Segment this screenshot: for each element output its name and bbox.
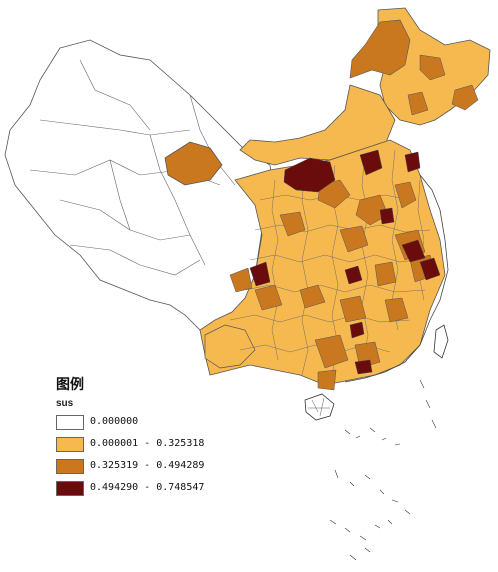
hainan-island: [304, 393, 335, 421]
legend-field-name: sus: [56, 398, 74, 409]
central-east-region: [199, 139, 446, 386]
legend-row: 0.000001 - 0.325318: [56, 437, 276, 459]
legend-label: 0.494290 - 0.748547: [90, 482, 205, 493]
legend-row: 0.494290 - 0.748547: [56, 481, 276, 503]
south-sea-islands: [329, 379, 437, 561]
legend-title: 图例: [56, 376, 84, 392]
legend-row: 0.000000: [56, 415, 276, 437]
legend-swatch: [56, 415, 84, 430]
high-class-patches: [249, 149, 441, 375]
northeast-patches: [407, 54, 479, 116]
legend-swatch: [56, 437, 84, 452]
legend-swatch: [56, 481, 84, 496]
map-legend: 图例 sus 0.000000 0.000001 - 0.325318 0.32…: [56, 376, 276, 503]
inner-mongolia-region: [239, 84, 396, 166]
legend-swatch: [56, 459, 84, 474]
hainan-boundaries: [308, 397, 330, 417]
qinghai-patch: [164, 141, 223, 186]
legend-row: 0.325319 - 0.494289: [56, 459, 276, 481]
legend-label: 0.000000: [90, 416, 139, 427]
western-boundaries: [29, 59, 236, 276]
northeast-dark-1: [349, 19, 411, 79]
western-region: [4, 39, 276, 336]
coastline: [344, 174, 449, 383]
legend-label: 0.325319 - 0.494289: [90, 460, 205, 471]
legend-label: 0.000001 - 0.325318: [90, 438, 205, 449]
southwest-region: [204, 324, 256, 369]
taiwan-island: [433, 324, 449, 359]
